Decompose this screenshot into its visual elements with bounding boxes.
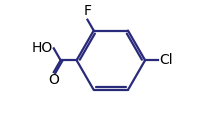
Text: F: F — [83, 4, 92, 18]
Text: Cl: Cl — [159, 53, 172, 67]
Text: HO: HO — [31, 41, 53, 55]
Text: O: O — [48, 73, 59, 87]
